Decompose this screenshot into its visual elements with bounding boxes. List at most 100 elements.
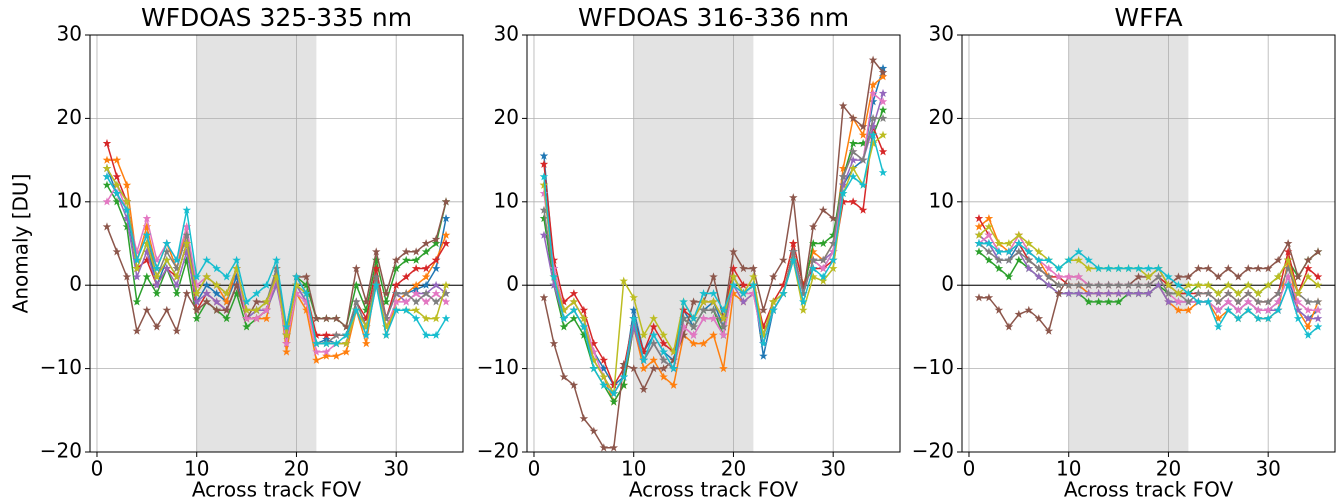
star-marker: [1253, 297, 1263, 306]
star-marker: [868, 138, 878, 148]
star-marker: [1144, 272, 1153, 281]
star-marker: [1283, 239, 1293, 248]
star-marker: [222, 314, 231, 323]
star-marker: [1253, 289, 1263, 298]
star-marker: [172, 264, 181, 273]
star-marker: [599, 372, 609, 381]
star-marker: [1303, 264, 1313, 273]
star-marker: [1004, 239, 1014, 248]
star-marker: [1144, 264, 1153, 273]
star-marker: [132, 326, 142, 335]
star-marker: [1184, 305, 1193, 314]
x-tick-label: 30: [820, 457, 845, 481]
star-marker: [539, 214, 549, 223]
star-marker: [1224, 280, 1233, 289]
star-marker: [1224, 289, 1233, 298]
star-marker: [878, 105, 888, 114]
star-marker: [411, 297, 421, 306]
star-marker: [1313, 297, 1323, 306]
y-tick-label: 20: [57, 105, 82, 129]
star-marker: [1244, 280, 1253, 289]
star-marker: [848, 138, 858, 148]
star-marker: [858, 122, 868, 131]
star-marker: [878, 72, 888, 81]
star-marker: [252, 314, 261, 323]
star-marker: [559, 322, 569, 331]
plot-area: [102, 138, 451, 364]
star-marker: [1084, 264, 1093, 273]
star-marker: [799, 305, 808, 314]
star-marker: [779, 289, 788, 298]
star-marker: [1234, 305, 1243, 314]
star-marker: [421, 314, 431, 323]
star-marker: [302, 305, 311, 314]
star-marker: [1074, 255, 1083, 264]
star-marker: [699, 289, 708, 298]
star-marker: [142, 255, 152, 264]
x-tick-label: 20: [721, 457, 746, 481]
star-marker: [302, 289, 311, 298]
star-marker: [974, 230, 984, 239]
star-marker: [769, 272, 778, 281]
star-marker: [848, 147, 858, 156]
star-marker: [739, 264, 748, 273]
star-marker: [649, 364, 658, 373]
star-marker: [262, 280, 271, 289]
star-marker: [1184, 280, 1193, 289]
star-marker: [669, 364, 678, 373]
star-marker: [332, 339, 341, 348]
star-marker: [619, 372, 628, 381]
star-marker: [182, 205, 191, 214]
star-marker: [629, 314, 638, 323]
star-marker: [1293, 289, 1303, 298]
star-marker: [719, 322, 728, 331]
star-marker: [1244, 264, 1253, 273]
star-marker: [1104, 289, 1113, 298]
star-marker: [739, 280, 748, 289]
star-marker: [1074, 272, 1083, 281]
star-marker: [112, 155, 122, 164]
star-marker: [401, 305, 411, 314]
star-marker: [1014, 255, 1024, 264]
star-marker: [848, 113, 858, 122]
x-axis-label: Across track FOV: [629, 478, 799, 501]
y-tick-label: −20: [40, 439, 82, 463]
star-marker: [322, 314, 331, 323]
star-marker: [302, 280, 311, 289]
star-marker: [1253, 305, 1263, 314]
star-marker: [609, 443, 618, 452]
star-marker: [192, 305, 201, 314]
star-marker: [122, 222, 132, 231]
star-marker: [1234, 297, 1243, 306]
star-marker: [729, 264, 738, 273]
star-marker: [1014, 230, 1024, 239]
star-marker: [689, 330, 698, 339]
star-marker: [719, 364, 728, 373]
star-marker: [984, 293, 994, 302]
star-marker: [709, 314, 718, 323]
star-marker: [858, 130, 868, 139]
star-marker: [994, 239, 1004, 248]
star-marker: [112, 247, 122, 256]
star-marker: [421, 272, 431, 281]
star-marker: [172, 272, 181, 281]
star-marker: [152, 264, 162, 273]
star-marker: [559, 372, 569, 381]
star-marker: [441, 297, 451, 306]
star-marker: [192, 314, 201, 323]
star-marker: [342, 339, 351, 348]
star-marker: [789, 239, 798, 248]
x-tick-label: 0: [91, 457, 104, 481]
star-marker: [838, 101, 848, 110]
star-marker: [649, 339, 658, 348]
star-marker: [878, 168, 888, 177]
star-marker: [994, 255, 1004, 264]
star-marker: [352, 297, 361, 306]
star-marker: [1154, 264, 1163, 273]
star-marker: [1164, 280, 1173, 289]
star-marker: [1313, 314, 1323, 323]
star-marker: [401, 272, 411, 281]
star-marker: [1064, 289, 1073, 298]
star-marker: [659, 364, 668, 373]
star-marker: [102, 180, 112, 189]
